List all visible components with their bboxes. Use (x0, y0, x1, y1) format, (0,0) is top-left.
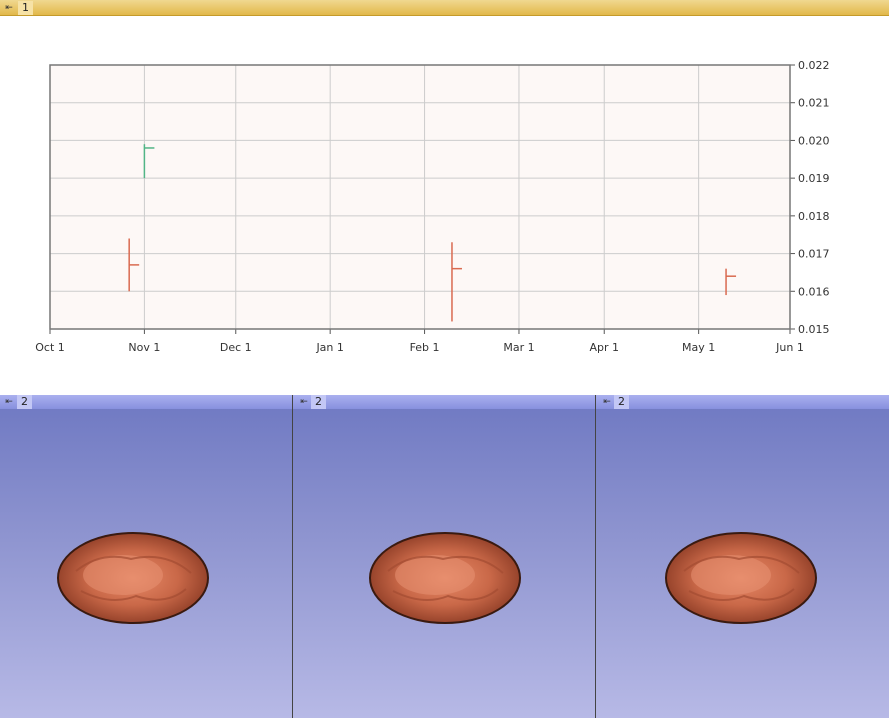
plot-frame (49, 64, 791, 330)
kidney-shaped-3d-model[interactable] (56, 531, 210, 625)
y-tick-label: 0.020 (798, 134, 830, 147)
3d-view-2[interactable]: ⇤ 2 (292, 395, 596, 718)
3d-view-controller-bar[interactable]: ⇤ 2 (293, 395, 596, 409)
x-tick-label: Feb 1 (410, 341, 440, 354)
candlestick-chart[interactable]: 0.015 0.016 0.017 0.018 0.019 0.020 0.021 0.022… (0, 16, 889, 395)
y-tick-label: 0.017 (798, 248, 830, 261)
view-label: 1 (18, 1, 33, 15)
view-label: 2 (614, 395, 629, 409)
3d-view-3[interactable]: ⇤ 2 (595, 395, 889, 718)
x-tick-label: Oct 1 (35, 341, 65, 354)
y-tick-label: 0.019 (798, 172, 830, 185)
x-tick-label: May 1 (682, 341, 715, 354)
x-tick-label: Dec 1 (220, 341, 252, 354)
3d-views-row: ⇤ 2 ⇤ 2 (0, 395, 889, 718)
x-tick-label: Jun 1 (775, 341, 804, 354)
plot-background (50, 65, 790, 329)
chart-view[interactable]: 0.015 0.016 0.017 0.018 0.019 0.020 0.021 0.022… (0, 16, 889, 395)
pin-icon[interactable]: ⇤ (300, 397, 308, 407)
view-label: 2 (311, 395, 326, 409)
x-tick-label: Nov 1 (128, 341, 160, 354)
y-tick-label: 0.021 (798, 97, 830, 110)
y-tick-label: 0.022 (798, 59, 830, 72)
x-tick-label: Mar 1 (503, 341, 534, 354)
x-tick-label: Apr 1 (589, 341, 619, 354)
3d-view-controller-bar[interactable]: ⇤ 2 (596, 395, 889, 409)
pin-icon[interactable]: ⇤ (603, 397, 611, 407)
view-label: 2 (17, 395, 32, 409)
3d-view-1[interactable]: ⇤ 2 (0, 395, 292, 718)
kidney-shaped-3d-model[interactable] (368, 531, 522, 625)
y-tick-label: 0.018 (798, 210, 830, 223)
y-tick-label: 0.015 (798, 323, 830, 336)
pin-icon[interactable]: ⇤ (5, 397, 13, 407)
chart-view-controller-bar[interactable]: ⇤ 1 (0, 0, 889, 16)
pin-icon[interactable]: ⇤ (5, 3, 13, 13)
3d-view-controller-bar[interactable]: ⇤ 2 (0, 395, 292, 409)
x-tick-label: Jan 1 (315, 341, 343, 354)
y-tick-label: 0.016 (798, 285, 830, 298)
kidney-shaped-3d-model[interactable] (664, 531, 818, 625)
